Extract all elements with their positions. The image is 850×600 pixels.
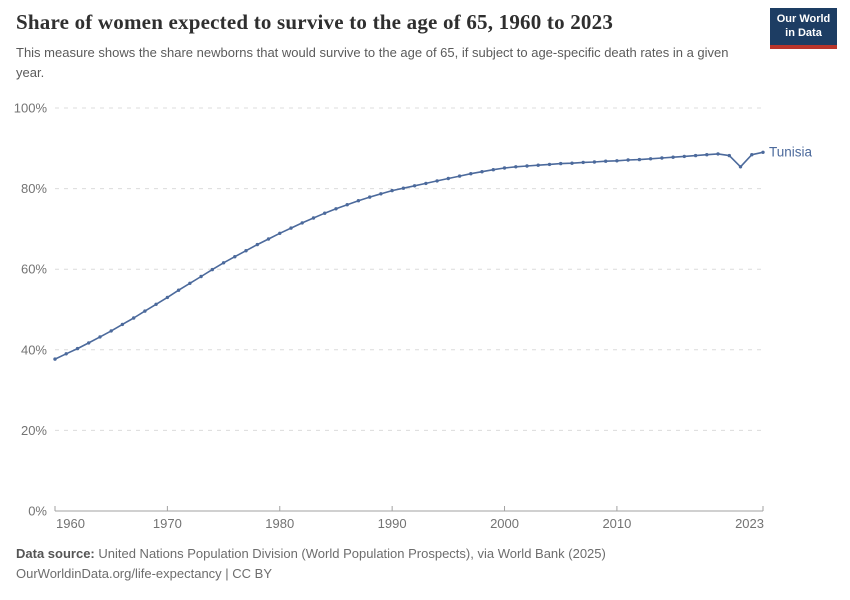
data-point (446, 176, 450, 181)
data-point (761, 150, 765, 154)
data-point (390, 188, 394, 193)
data-point (266, 237, 271, 241)
data-point (615, 159, 619, 163)
data-point (165, 295, 170, 300)
data-point (424, 181, 428, 186)
data-point (210, 267, 214, 272)
data-point (502, 166, 507, 170)
data-point (109, 329, 113, 333)
data-point (221, 261, 226, 265)
data-point (176, 288, 181, 292)
page-title: Share of women expected to survive to th… (16, 10, 614, 34)
y-axis-label-60%: 60% (21, 262, 47, 277)
x-axis-label-1990: 1990 (378, 516, 407, 531)
data-point (480, 170, 484, 174)
data-point (716, 152, 720, 156)
data-point (660, 156, 664, 160)
series-end-label[interactable]: Tunisia (769, 144, 813, 159)
series-line-tunisia (54, 151, 764, 360)
x-axis-label-2000: 2000 (490, 516, 519, 531)
data-point (87, 341, 91, 345)
data-point (637, 157, 642, 162)
data-point (323, 211, 327, 215)
data-point (514, 165, 518, 169)
data-point (64, 352, 68, 356)
data-point (491, 168, 495, 172)
data-point (693, 153, 698, 158)
y-axis-label-40%: 40% (21, 342, 47, 357)
data-point (278, 231, 282, 235)
data-point (682, 154, 686, 159)
data-point (412, 184, 417, 188)
data-point (671, 155, 675, 159)
x-axis-label-2010: 2010 (602, 516, 631, 531)
data-point (199, 274, 203, 279)
data-point (255, 242, 259, 247)
data-point (559, 161, 563, 166)
data-point (75, 346, 80, 351)
owid-logo[interactable]: Our World in Data (770, 8, 837, 49)
x-axis-label-1960: 1960 (56, 516, 85, 531)
data-point (727, 153, 731, 158)
y-axis-label-0%: 0% (28, 504, 47, 519)
license-line: OurWorldinData.org/life-expectancy | CC … (16, 565, 273, 581)
data-point (738, 165, 743, 169)
data-point (244, 249, 248, 253)
data-point (705, 153, 709, 157)
data-source-text: United Nations Population Division (Worl… (94, 546, 606, 561)
data-point (154, 302, 158, 306)
data-point (581, 160, 585, 165)
data-point (368, 195, 372, 199)
data-point (457, 174, 462, 178)
data-point (536, 163, 540, 167)
data-point (626, 158, 630, 162)
owid-logo-line2: in Data (785, 26, 822, 39)
data-point (604, 159, 608, 163)
owid-logo-line1: Our World (776, 12, 831, 25)
data-point (356, 199, 361, 203)
y-axis-label-100%: 100% (14, 101, 48, 116)
data-point (143, 309, 147, 313)
data-point (188, 281, 192, 285)
data-point (592, 160, 597, 164)
data-point (289, 226, 293, 230)
data-point (120, 322, 125, 327)
data-point (401, 186, 406, 190)
data-point (345, 203, 349, 207)
y-axis-label-20%: 20% (21, 423, 47, 438)
data-point (53, 357, 57, 361)
chart-footer: Data source: United Nations Population D… (16, 544, 606, 583)
data-point (525, 164, 529, 168)
data-point (300, 221, 304, 225)
data-point (379, 192, 383, 196)
x-axis-label-1980: 1980 (265, 516, 294, 531)
data-point (233, 255, 237, 259)
x-axis-label-2023: 2023 (735, 516, 764, 531)
data-point (98, 335, 102, 339)
data-point (750, 153, 754, 157)
data-point (570, 161, 574, 165)
data-point (469, 172, 473, 176)
data-point (547, 162, 552, 167)
data-source-line: Data source: United Nations Population D… (16, 544, 606, 564)
data-point (334, 207, 338, 211)
y-axis-label-80%: 80% (21, 181, 47, 196)
data-point (132, 316, 136, 320)
chart-subtitle: This measure shows the share newborns th… (16, 45, 729, 81)
data-point (435, 179, 439, 183)
chart-header: Share of women expected to survive to th… (16, 10, 756, 83)
data-point (311, 216, 316, 220)
data-point (648, 157, 653, 161)
x-axis-label-1970: 1970 (153, 516, 182, 531)
data-source-label: Data source: (16, 546, 95, 561)
